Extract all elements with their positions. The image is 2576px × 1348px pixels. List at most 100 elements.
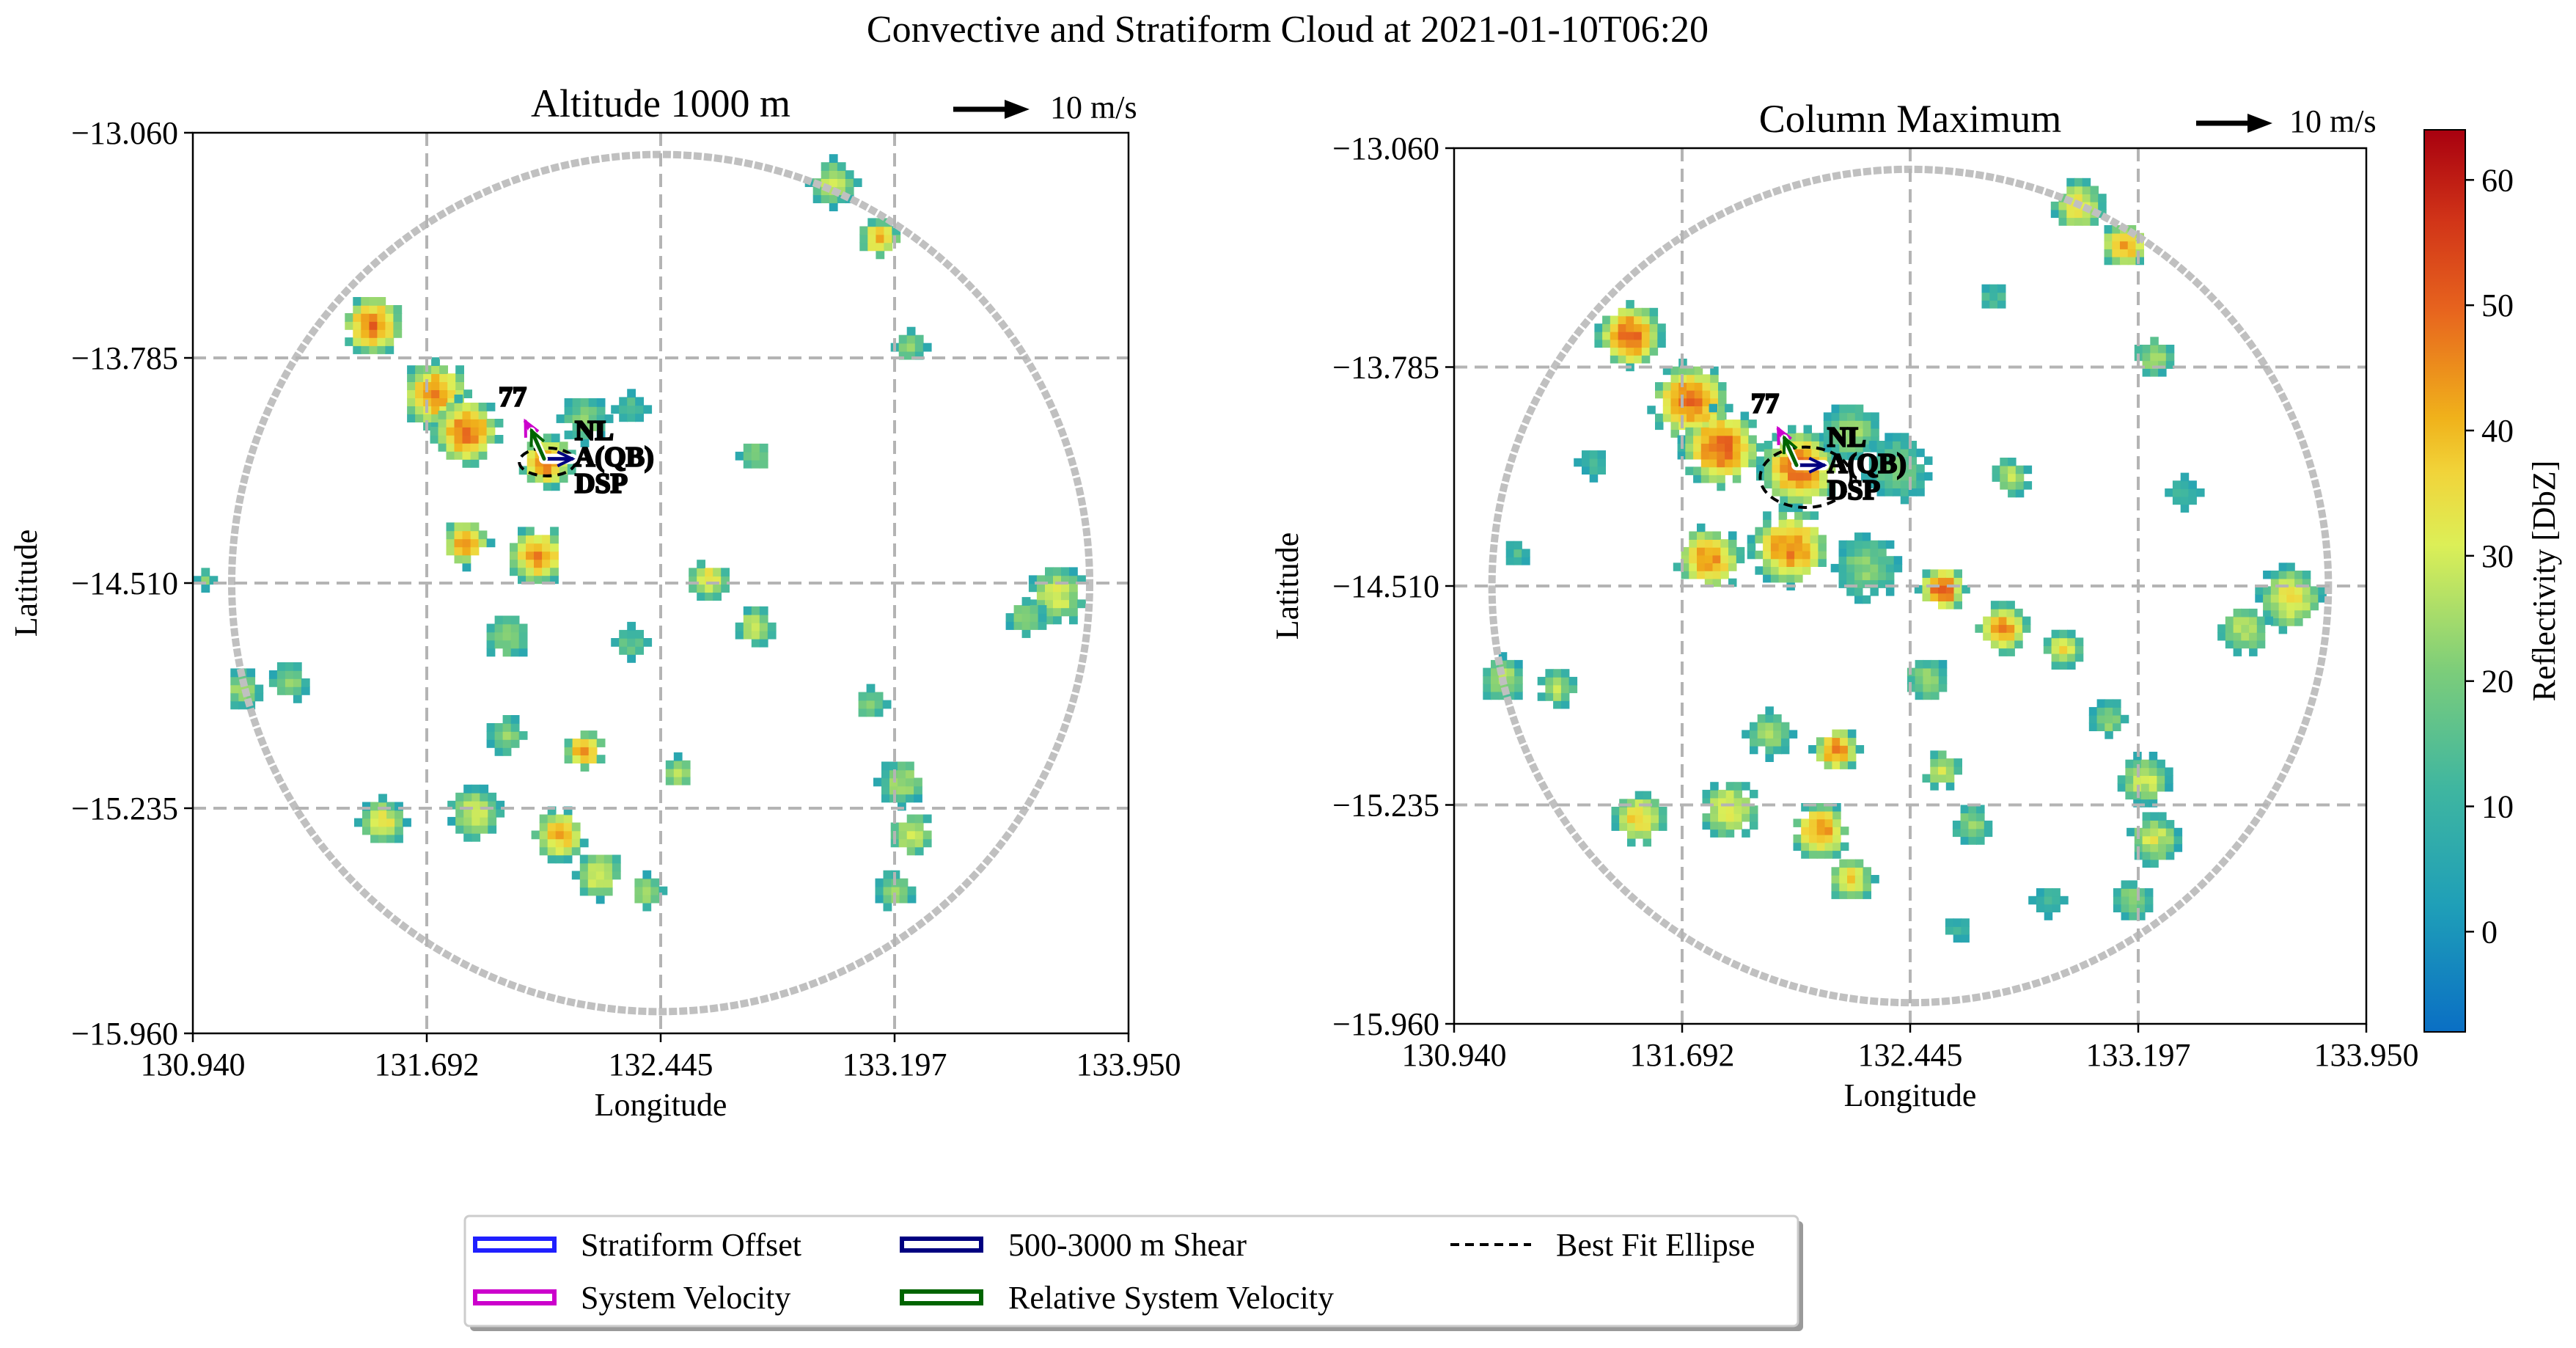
echo-pixel xyxy=(2225,632,2234,641)
echo-pixel xyxy=(1795,472,1805,481)
echo-pixel xyxy=(2180,488,2190,497)
echo-pixel xyxy=(1597,458,1606,467)
echo-pixel xyxy=(1870,563,1879,573)
echo-pixel xyxy=(2127,241,2137,249)
echo-pixel xyxy=(564,755,573,763)
echo-pixel xyxy=(2000,465,2008,475)
echo-pixel xyxy=(462,411,471,420)
best-fit-ellipse xyxy=(1758,445,1853,509)
echo-pixel xyxy=(1697,563,1706,571)
echo-pixel xyxy=(721,576,730,585)
echo-pixel xyxy=(518,623,528,633)
echo-pixel xyxy=(821,194,830,204)
echo-pixel xyxy=(1976,805,1985,813)
echo-pixel xyxy=(1718,398,1727,406)
echo-pixel xyxy=(587,871,597,880)
echo-pixel xyxy=(1885,587,1895,596)
echo-pixel xyxy=(1061,599,1070,609)
echo-pixel xyxy=(1989,300,1998,309)
echo-pixel xyxy=(2150,368,2159,377)
echo-pixel xyxy=(1704,554,1714,564)
echo-pixel xyxy=(2113,722,2121,731)
echo-pixel xyxy=(619,413,628,422)
echo-pixel xyxy=(518,648,528,657)
echo-pixel xyxy=(1847,428,1856,437)
echo-pixel xyxy=(881,769,890,779)
echo-pixel xyxy=(1922,593,1931,601)
echo-pixel xyxy=(898,830,908,840)
echo-pixel xyxy=(1748,458,1757,468)
echo-pixel xyxy=(1938,659,1948,669)
echo-pixel xyxy=(1871,420,1879,429)
echo-pixel xyxy=(2036,904,2045,912)
echo-pixel xyxy=(1717,451,1725,460)
echo-pixel xyxy=(2104,256,2113,265)
echo-pixel xyxy=(743,630,752,640)
echo-pixel xyxy=(2074,217,2083,226)
echo-pixel xyxy=(518,575,526,585)
echo-pixel xyxy=(542,535,551,544)
echo-pixel xyxy=(2127,249,2137,257)
echo-cell xyxy=(859,218,901,260)
echo-pixel xyxy=(2188,488,2197,497)
echo-pixel xyxy=(2134,345,2143,354)
echo-pixel xyxy=(361,337,370,346)
echo-pixel xyxy=(1728,554,1737,564)
echo-pixel xyxy=(1876,472,1885,481)
echo-pixel xyxy=(1657,331,1666,340)
echo-pixel xyxy=(2050,209,2060,219)
y-axis-label: Latitude xyxy=(8,530,44,637)
echo-pixel xyxy=(494,640,504,649)
echo-pixel xyxy=(1854,420,1864,429)
echo-pixel xyxy=(486,631,496,641)
echo-pixel xyxy=(2112,256,2121,265)
echo-cell xyxy=(1861,433,1933,505)
echo-pixel xyxy=(1728,563,1737,571)
echo-pixel xyxy=(2104,225,2113,234)
echo-pixel xyxy=(1998,608,2008,618)
echo-pixel xyxy=(635,397,644,406)
echo-pixel xyxy=(1922,774,1931,783)
echo-cell xyxy=(665,752,691,785)
echo-pixel xyxy=(470,522,480,532)
x-tick-label: 131.692 xyxy=(375,1047,480,1083)
echo-pixel xyxy=(1028,599,1038,609)
echo-pixel xyxy=(837,178,846,187)
echo-pixel xyxy=(431,365,440,374)
echo-pixel xyxy=(353,313,362,322)
echo-pixel xyxy=(395,826,403,835)
echo-pixel xyxy=(1998,616,2008,626)
echo-pixel xyxy=(1747,550,1756,560)
echo-pixel xyxy=(1506,684,1515,692)
echo-pixel xyxy=(1953,585,1962,594)
echo-pixel xyxy=(510,631,520,641)
echo-pixel xyxy=(1868,480,1878,488)
echo-pixel xyxy=(845,194,854,204)
echo-pixel xyxy=(1694,389,1703,399)
echo-pixel xyxy=(1651,814,1659,824)
echo-pixel xyxy=(2006,624,2015,633)
echo-pixel xyxy=(1847,420,1856,429)
echo-pixel xyxy=(1945,782,1955,791)
echo-pixel xyxy=(2278,571,2288,579)
echo-pixel xyxy=(471,808,481,818)
echo-pixel xyxy=(1827,456,1836,465)
echo-pixel xyxy=(906,326,916,336)
echo-pixel xyxy=(1900,480,1909,488)
echo-pixel xyxy=(751,622,760,631)
echo-pixel xyxy=(1627,822,1636,831)
echo-pixel xyxy=(859,234,869,243)
echo-pixel xyxy=(438,443,447,452)
echo-pixel xyxy=(2015,488,2025,498)
echo-pixel xyxy=(2096,699,2106,708)
echo-pixel xyxy=(587,854,597,864)
echo-pixel xyxy=(1795,441,1805,450)
y-tick-label: −13.785 xyxy=(1332,350,1439,386)
echo-pixel xyxy=(478,443,488,452)
echo-pixel xyxy=(2050,201,2060,210)
echo-pixel xyxy=(1854,579,1863,588)
x-tick-label: 133.197 xyxy=(843,1047,947,1083)
echo-pixel xyxy=(510,648,520,657)
echo-pixel xyxy=(2241,624,2250,633)
